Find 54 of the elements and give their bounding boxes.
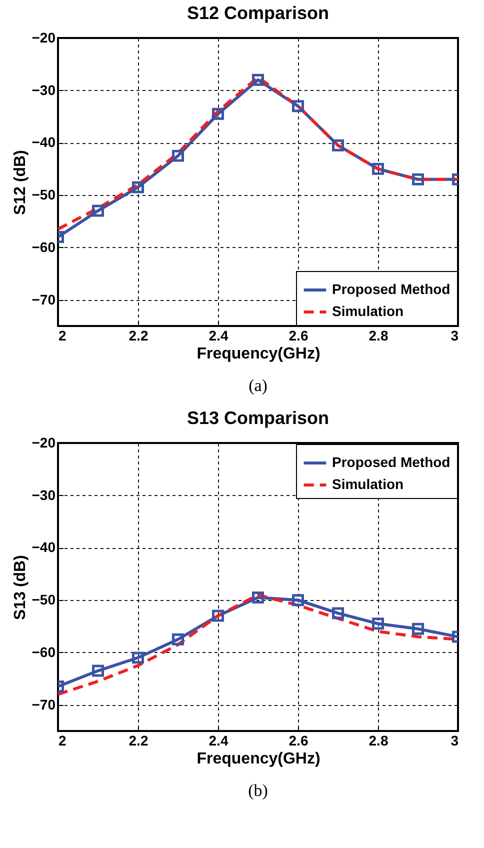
y-axis-title: S13 (dB) [12,555,29,620]
y-tick-label: −30 [32,486,56,503]
y-tick-label: −70 [32,291,56,308]
chart-title: S12 Comparison [186,3,330,23]
x-tick-label: 2.8 [368,732,388,748]
chart-title: S13 Comparison [186,408,330,428]
x-tick-label: 2.2 [128,732,148,748]
x-tick-label: 2.2 [128,328,148,344]
text: (b) [248,781,268,800]
text: (a) [248,376,268,395]
point [372,162,384,175]
point [212,108,224,120]
point [332,139,344,152]
point [132,181,144,194]
x-tick-label: 2.8 [368,328,388,344]
legend-label: Proposed Method [332,281,450,297]
point [372,618,384,630]
point [172,150,184,162]
point [212,610,224,622]
legend-label: Simulation [332,476,404,492]
y-tick-label: −40 [32,134,56,150]
y-tick-label: −70 [32,696,56,712]
y-tick-label: −30 [32,82,56,98]
point [92,664,104,677]
x-tick-label: 3 [450,732,459,748]
x-tick-label: 2.6 [288,732,308,748]
y-tick-label: −60 [32,644,56,660]
y-tick-label: −50 [32,186,56,203]
legend-label: Proposed Method [332,454,450,470]
y-tick-label: −50 [32,592,56,608]
x-tick-label: 2.6 [288,328,308,344]
x-tick-label: 2 [58,328,66,344]
point [292,594,304,606]
x-axis-title: Frequency(GHz) [196,750,320,768]
point [412,622,424,635]
point [252,591,264,604]
point [332,607,344,620]
legend-label: Simulation [332,303,404,319]
y-tick-label: −60 [32,238,56,255]
point [172,633,184,646]
x-tick-label: 2 [58,732,66,748]
x-axis-title: Frequency(GHz) [196,346,320,362]
point [292,100,304,112]
point [132,652,144,664]
y-tick-label: −20 [32,30,56,46]
point [92,204,104,217]
y-tick-label: −20 [32,434,56,450]
y-axis-title: S12 (dB) [12,150,29,215]
x-tick-label: 2.4 [208,328,228,344]
point [412,173,424,186]
x-tick-label: 3 [450,328,459,344]
point [252,74,264,86]
x-tick-label: 2.4 [208,732,228,748]
y-tick-label: −40 [32,539,56,556]
